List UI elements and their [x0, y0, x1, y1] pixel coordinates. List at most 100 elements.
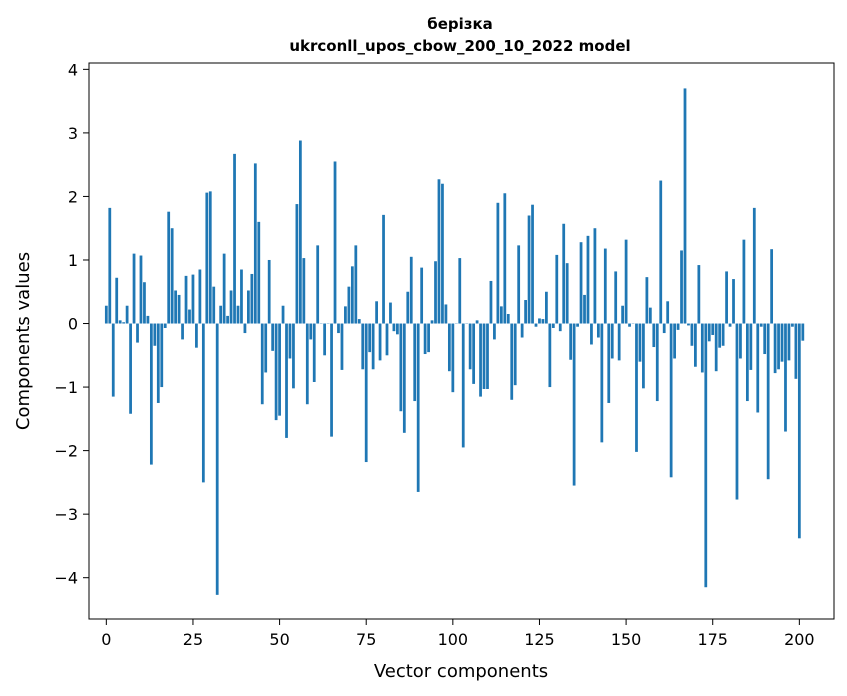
x-tick-label: 100 [438, 630, 469, 649]
bar-154 [638, 323, 642, 362]
bar-155 [642, 323, 645, 389]
chart-title-line1: берізка [427, 15, 493, 33]
bar-120 [520, 323, 524, 338]
bar-157 [648, 307, 652, 324]
bar-125 [538, 318, 541, 324]
bar-196 [784, 323, 787, 432]
bar-169 [690, 323, 694, 346]
x-tick-label: 200 [784, 630, 815, 649]
bar-197 [787, 323, 791, 361]
x-tick-label: 175 [697, 630, 728, 649]
bar-26 [195, 323, 198, 348]
bar-110 [486, 323, 489, 389]
x-tick-label: 75 [356, 630, 376, 649]
bar-127 [545, 291, 548, 324]
bar-47 [267, 259, 271, 324]
bar-5 [122, 322, 126, 324]
bar-121 [524, 300, 527, 324]
bar-186 [749, 323, 753, 370]
bar-180 [728, 323, 732, 327]
bar-182 [735, 323, 739, 500]
bar-87 [406, 291, 410, 324]
bar-144 [603, 248, 607, 324]
bar-85 [399, 323, 403, 412]
bar-69 [344, 306, 347, 324]
bar-118 [513, 323, 517, 386]
y-tick-label: 3 [68, 124, 78, 143]
bar-11 [143, 282, 146, 324]
bar-4 [118, 320, 122, 324]
bar-46 [264, 323, 268, 373]
bar-58 [305, 323, 309, 405]
bar-201 [801, 323, 805, 341]
bars-group [104, 88, 805, 595]
bar-149 [621, 305, 625, 324]
bar-151 [628, 323, 631, 327]
bar-27 [198, 269, 202, 324]
bar-83 [392, 323, 396, 332]
bar-89 [413, 323, 417, 402]
x-axis-label: Vector components [374, 661, 548, 682]
bar-129 [551, 323, 555, 328]
bar-147 [614, 271, 618, 324]
bar-68 [340, 323, 344, 370]
y-tick-label: 1 [68, 251, 78, 270]
bar-175 [711, 323, 715, 335]
y-tick-label: 4 [68, 60, 78, 79]
bar-9 [136, 323, 139, 343]
bar-183 [739, 323, 742, 359]
bar-74 [361, 323, 365, 370]
bar-61 [316, 245, 320, 324]
chart-title-line2: ukrconll_upos_cbow_200_10_2022 model [289, 37, 630, 55]
bar-116 [506, 313, 510, 324]
y-axis-ticks: −4 −3 −2 −1 0 1 2 3 4 [54, 60, 89, 588]
bar-119 [517, 245, 521, 324]
bar-190 [763, 323, 767, 355]
bar-114 [499, 306, 503, 324]
bar-176 [714, 323, 718, 372]
bar-123 [531, 204, 534, 324]
bar-81 [385, 323, 389, 356]
bar-200 [797, 323, 801, 539]
bar-162 [666, 301, 670, 324]
bar-134 [569, 323, 573, 360]
bar-31 [212, 286, 216, 324]
bar-51 [281, 305, 285, 324]
bar-35 [226, 315, 229, 324]
bar-128 [548, 323, 552, 388]
bar-43 [253, 163, 257, 324]
bar-82 [389, 302, 392, 324]
bar-21 [177, 294, 181, 324]
x-tick-label: 150 [611, 630, 642, 649]
bar-0 [104, 305, 108, 324]
bar-164 [673, 323, 676, 359]
bar-67 [337, 323, 340, 334]
bar-88 [409, 256, 413, 324]
bar-139 [586, 235, 590, 324]
bar-38 [236, 305, 240, 324]
bar-98 [444, 304, 448, 324]
bar-30 [208, 191, 212, 324]
bar-124 [534, 323, 538, 327]
bar-76 [368, 323, 372, 353]
bar-2 [111, 323, 115, 397]
bar-25 [191, 274, 195, 324]
y-tick-label: −1 [54, 378, 78, 397]
bar-145 [607, 323, 611, 403]
bar-55 [295, 204, 299, 324]
y-tick-label: −3 [54, 505, 78, 524]
bar-191 [766, 323, 770, 480]
bar-97 [441, 183, 444, 324]
bar-117 [510, 323, 514, 400]
bar-56 [298, 140, 302, 324]
bar-91 [420, 267, 424, 324]
bar-140 [590, 323, 593, 345]
bar-185 [745, 323, 749, 402]
bar-40 [243, 323, 247, 334]
bar-86 [402, 323, 406, 433]
bar-52 [285, 323, 288, 438]
bar-44 [257, 221, 261, 324]
bar-63 [323, 323, 327, 356]
bar-133 [565, 263, 569, 324]
